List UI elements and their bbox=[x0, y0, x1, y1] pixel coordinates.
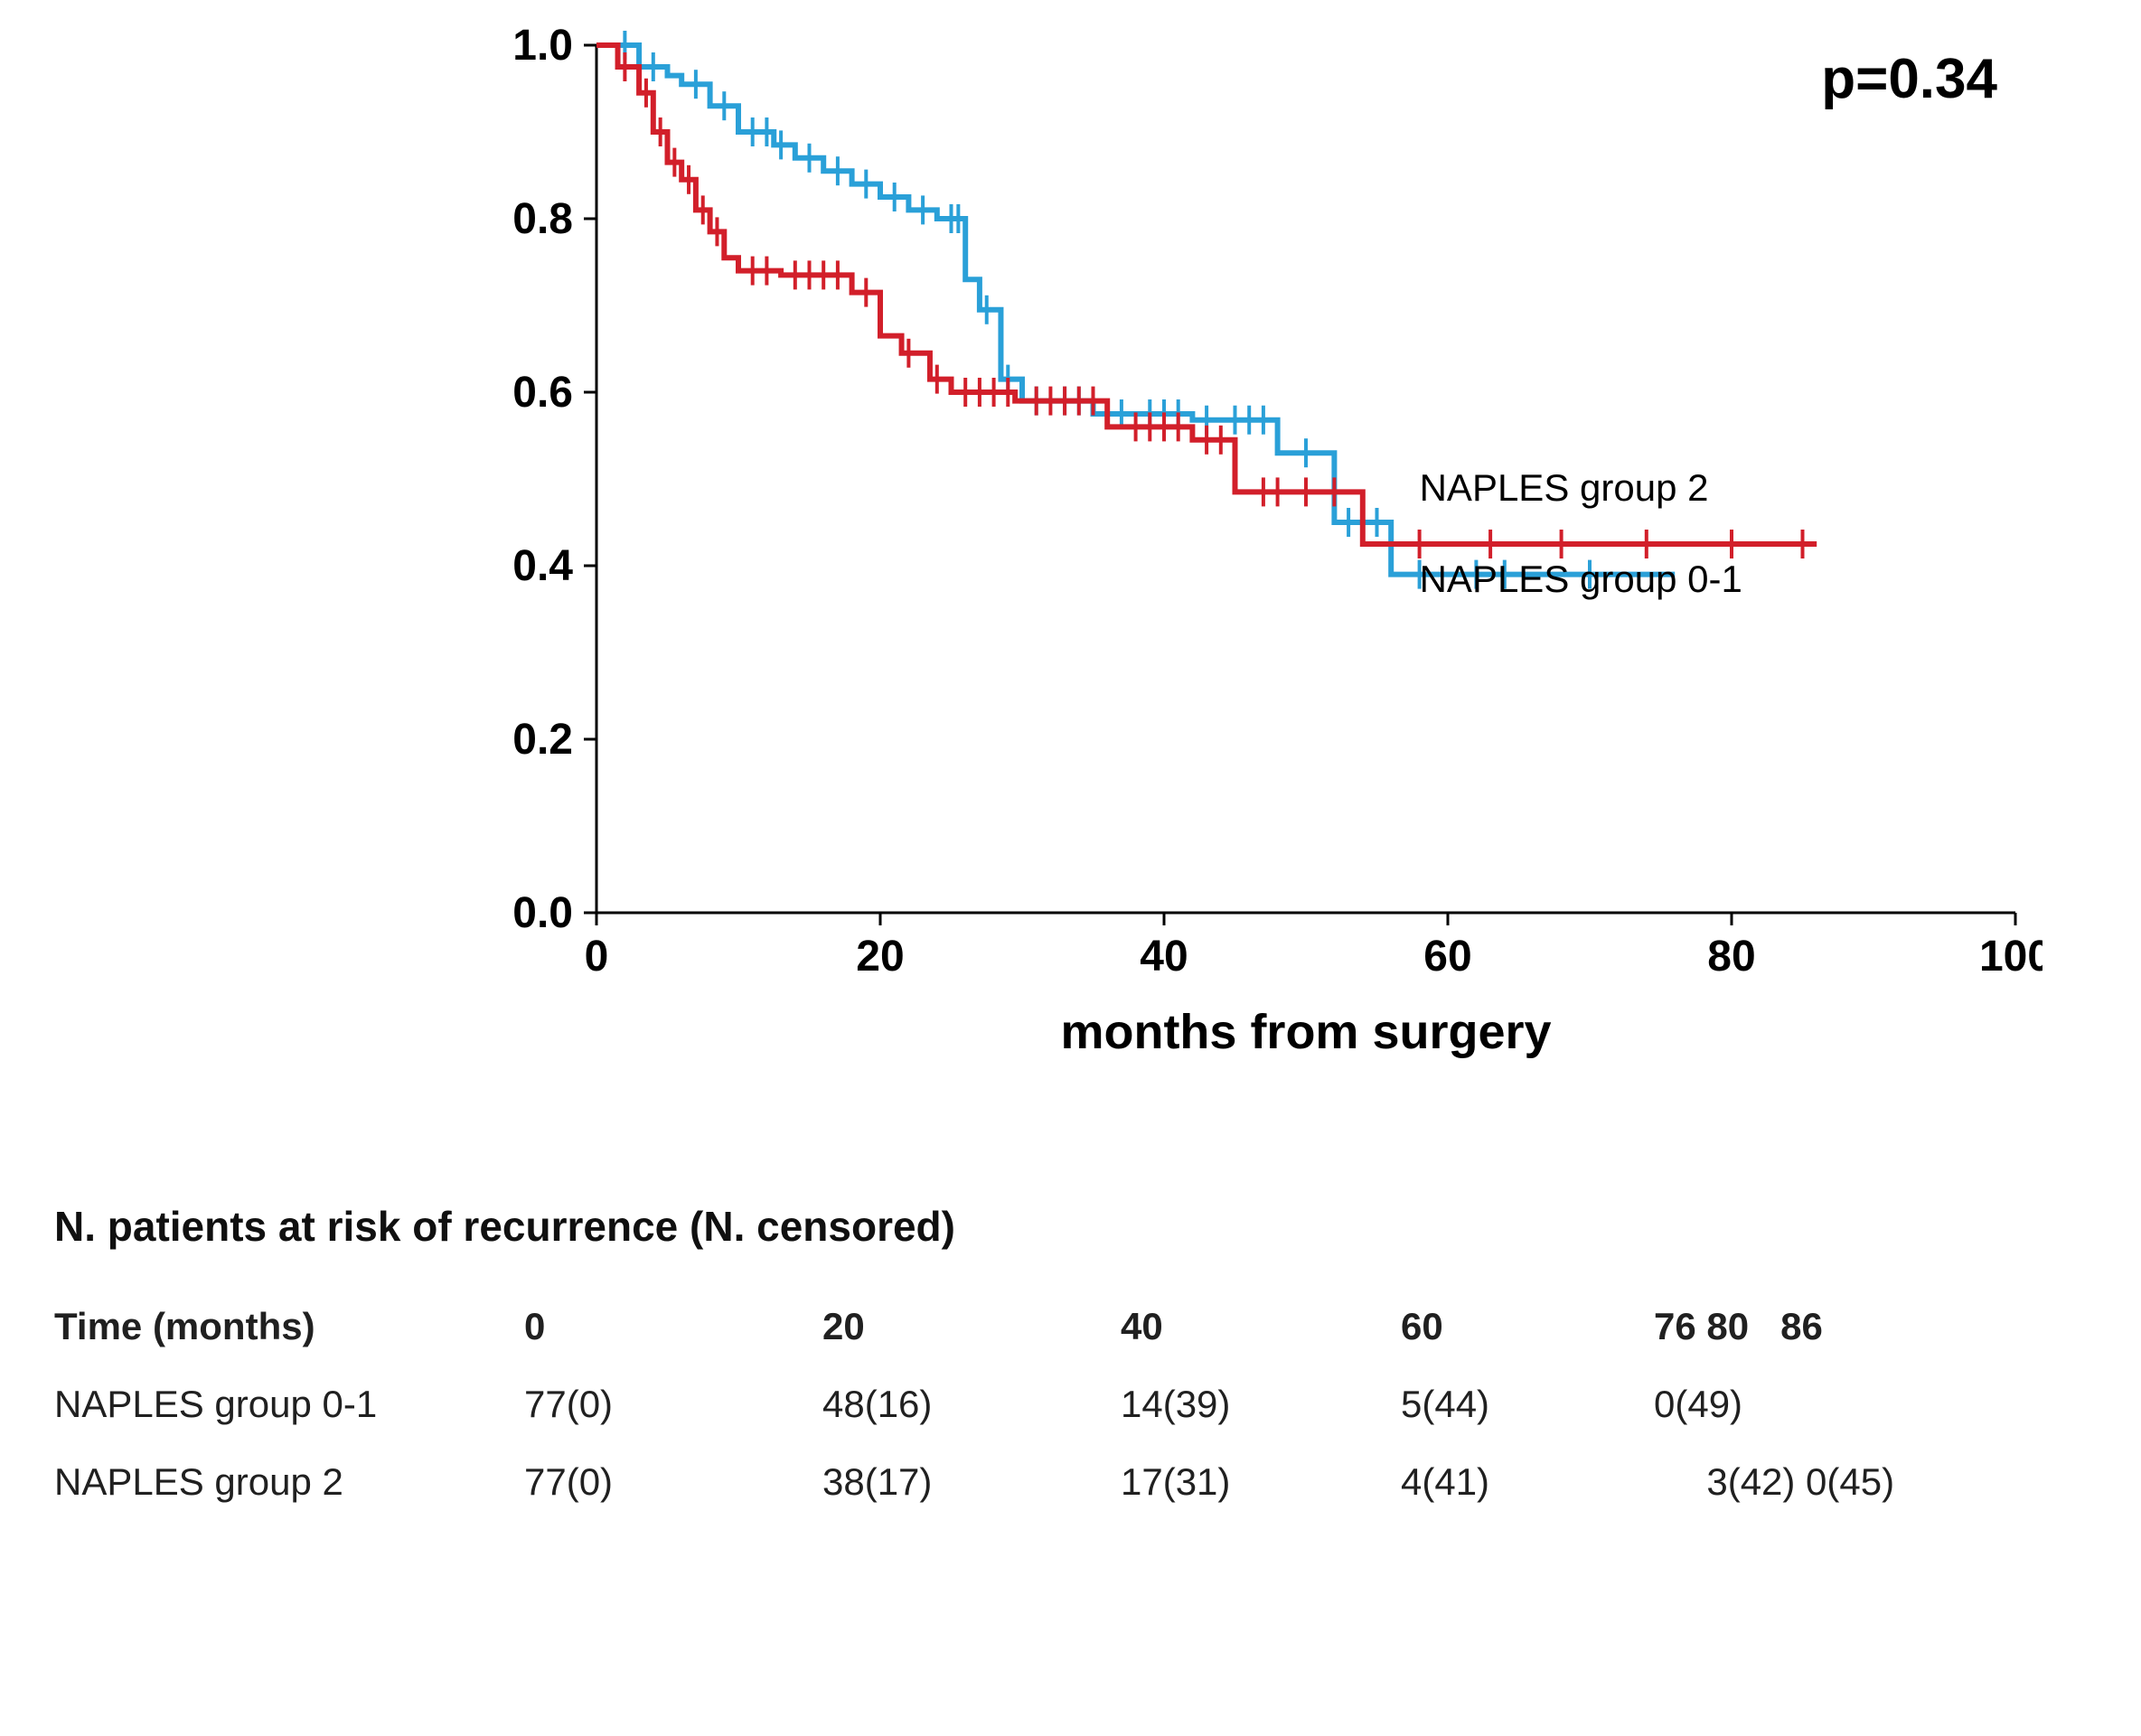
risk-table-title: N. patients at risk of recurrence (N. ce… bbox=[54, 1202, 2042, 1251]
risk-cell-tail: 3(42) 0(45) bbox=[1654, 1460, 2042, 1504]
x-tick-label: 0 bbox=[585, 933, 609, 981]
y-tick-label: 0.6 bbox=[512, 369, 573, 417]
risk-cell: 77(0) bbox=[524, 1383, 822, 1426]
y-tick-label: 0.2 bbox=[512, 716, 573, 764]
risk-row-label: NAPLES group 2 bbox=[54, 1460, 524, 1504]
chart-svg: 0.0 0.2 0.4 0.6 0.8 1.0 0 20 40 60 80 100 months fro… bbox=[488, 27, 2042, 1075]
risk-cell: 5(44) bbox=[1401, 1383, 1654, 1426]
y-tick-label: 0.8 bbox=[512, 195, 573, 243]
series-label-group01: NAPLES group 0-1 bbox=[1420, 558, 1742, 600]
risk-header-cell: 20 bbox=[822, 1305, 1121, 1348]
x-tick-label: 40 bbox=[1140, 933, 1188, 981]
risk-table-header-label: Time (months) bbox=[54, 1305, 524, 1348]
risk-row-label: NAPLES group 0-1 bbox=[54, 1383, 524, 1426]
x-tick-label: 60 bbox=[1423, 933, 1471, 981]
km-chart: 0.0 0.2 0.4 0.6 0.8 1.0 0 20 40 60 80 100 months fro… bbox=[488, 27, 2042, 1075]
risk-header-cell: 0 bbox=[524, 1305, 822, 1348]
risk-cell: 48(16) bbox=[822, 1383, 1121, 1426]
risk-table-header-row: Time (months) 0 20 40 60 76 80 86 bbox=[54, 1305, 2042, 1348]
p-value-label: p=0.34 bbox=[1821, 48, 1997, 110]
risk-header-cell: 40 bbox=[1121, 1305, 1401, 1348]
y-tick-label: 0.0 bbox=[512, 889, 573, 937]
page: 0.00.20.40.60.81.0020406080100months fro… bbox=[0, 0, 2141, 1736]
x-tick-label: 80 bbox=[1707, 933, 1755, 981]
risk-row-group01: NAPLES group 0-1 77(0) 48(16) 14(39) 5(4… bbox=[54, 1383, 2042, 1426]
x-axis-label: months from surgery bbox=[1060, 1005, 1551, 1059]
risk-cell: 38(17) bbox=[822, 1460, 1121, 1504]
risk-header-tail: 76 80 86 bbox=[1654, 1305, 2042, 1348]
risk-header-cell: 60 bbox=[1401, 1305, 1654, 1348]
series-label-group2: NAPLES group 2 bbox=[1420, 466, 1709, 509]
risk-cell: 4(41) bbox=[1401, 1460, 1654, 1504]
risk-row-group2: NAPLES group 2 77(0) 38(17) 17(31) 4(41)… bbox=[54, 1460, 2042, 1504]
risk-table: N. patients at risk of recurrence (N. ce… bbox=[54, 1202, 2042, 1538]
risk-cell-tail: 0(49) bbox=[1654, 1383, 2042, 1426]
x-tick-label: 20 bbox=[856, 933, 904, 981]
risk-cell: 17(31) bbox=[1121, 1460, 1401, 1504]
risk-cell: 14(39) bbox=[1121, 1383, 1401, 1426]
y-tick-label: 0.4 bbox=[512, 542, 573, 590]
y-tick-label: 1.0 bbox=[512, 27, 573, 70]
risk-cell: 77(0) bbox=[524, 1460, 822, 1504]
x-tick-label: 100 bbox=[1979, 933, 2042, 981]
